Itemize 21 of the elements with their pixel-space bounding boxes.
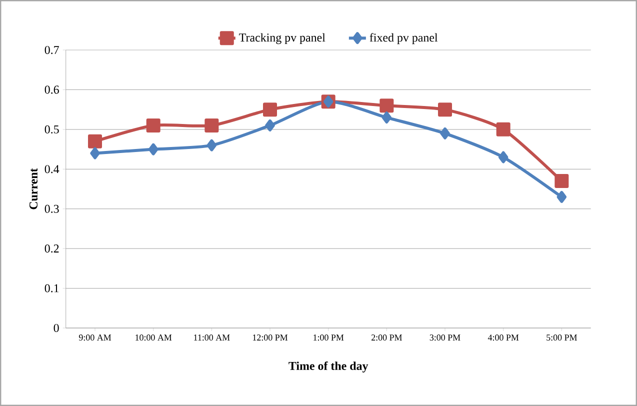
x-tick-label: 4:00 PM: [488, 334, 519, 341]
legend-label: fixed pv panel: [370, 33, 438, 44]
y-tick-label: 0.4: [44, 165, 60, 174]
legend-label: Tracking pv panel: [239, 33, 326, 44]
y-axis-title: Current: [29, 168, 38, 210]
y-tick-label: 0.5: [44, 125, 59, 134]
x-tick-label: 1:00 PM: [314, 334, 344, 341]
x-tick-label: 5:00 PM: [546, 334, 577, 341]
x-tick-label: 10:00 AM: [136, 334, 172, 341]
x-axis-title: Time of the day: [288, 361, 368, 372]
y-tick-label: 0: [54, 324, 59, 332]
y-tick-label: 0.2: [44, 244, 59, 253]
x-tick-label: 3:00 PM: [430, 334, 460, 341]
x-tick-label: 2:00 PM: [371, 334, 402, 341]
y-tick-label: 0.6: [44, 86, 59, 94]
y-tick-label: 0.7: [44, 46, 59, 54]
x-tick-label: 12:00 PM: [252, 334, 288, 341]
x-tick-label: 9:00 AM: [78, 334, 112, 341]
x-tick-label: 11:00 AM: [194, 334, 230, 341]
y-tick-label: 0.3: [44, 204, 59, 213]
y-tick-label: 0.1: [44, 284, 59, 292]
